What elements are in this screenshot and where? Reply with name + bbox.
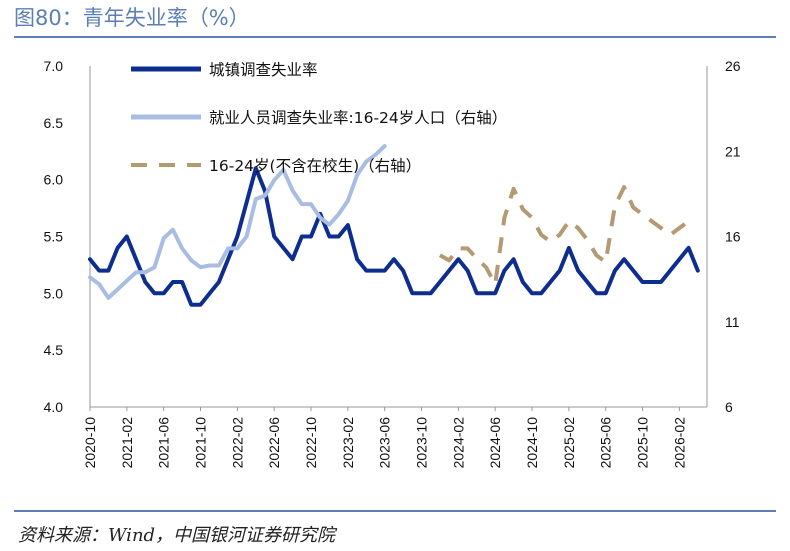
legend-label-2: 就业人员调查失业率:16-24岁人口（右轴）	[209, 109, 507, 127]
x-tick-label: 2024-02	[450, 417, 466, 469]
y-tick-label-right: 6	[725, 399, 733, 415]
x-tick-label: 2023-02	[340, 417, 356, 469]
figure-title: 图80：青年失业率（%）	[14, 6, 250, 30]
source-note: 资料来源：Wind，中国银河证券研究院	[18, 525, 336, 546]
series-line-2	[88, 144, 387, 300]
legend-label-1: 城镇调查失业率	[209, 61, 318, 79]
y-tick-label-right: 26	[725, 58, 741, 74]
y-tick-label-right: 21	[725, 143, 741, 159]
x-tick-label: 2025-02	[561, 417, 577, 469]
chart-axes: 4.0 4.5 5.0 5.5 6.0 6.5 7.0 6 11 16 21 26 2020-10 202…	[44, 58, 741, 468]
x-tick-label: 2023-06	[377, 417, 393, 469]
y-tick-label-left: 5.5	[44, 229, 64, 245]
chart-lines	[88, 144, 700, 307]
y-tick-label-left: 4.5	[44, 342, 64, 358]
x-tick-label: 2021-06	[156, 417, 172, 469]
youth-unemployment-chart: 4.0 4.5 5.0 5.5 6.0 6.5 7.0 6 11 16 21 26 2020-10 202…	[44, 58, 741, 468]
x-tick-label: 2024-10	[524, 417, 540, 469]
x-tick-label: 2025-06	[598, 417, 614, 469]
y-tick-label-right: 16	[725, 229, 741, 245]
x-tick-label: 2023-10	[414, 417, 430, 469]
x-tick-label: 2020-10	[82, 417, 98, 469]
title-rule	[14, 36, 776, 38]
x-tick-label: 2022-02	[229, 417, 245, 469]
x-tick-label: 2026-02	[671, 417, 687, 469]
x-tick-label: 2021-10	[193, 417, 209, 469]
series-line-3	[438, 185, 690, 287]
series-line-1	[88, 166, 700, 307]
legend-label-3: 16-24岁(不含在校生)（右轴）	[209, 157, 421, 175]
source-rule	[14, 510, 776, 512]
y-tick-label-left: 5.0	[44, 285, 64, 301]
y-tick-label-left: 6.0	[44, 172, 64, 188]
x-tick-label: 2021-02	[119, 417, 135, 469]
x-tick-label: 2022-06	[266, 417, 282, 469]
x-tick-label: 2022-10	[303, 417, 319, 469]
y-tick-label-left: 4.0	[44, 399, 64, 415]
y-tick-label-left: 7.0	[44, 58, 64, 74]
x-tick-label: 2024-06	[487, 417, 503, 469]
y-tick-label-left: 6.5	[44, 115, 64, 131]
x-tick-label: 2025-10	[635, 417, 651, 469]
y-tick-label-right: 11	[725, 314, 740, 330]
